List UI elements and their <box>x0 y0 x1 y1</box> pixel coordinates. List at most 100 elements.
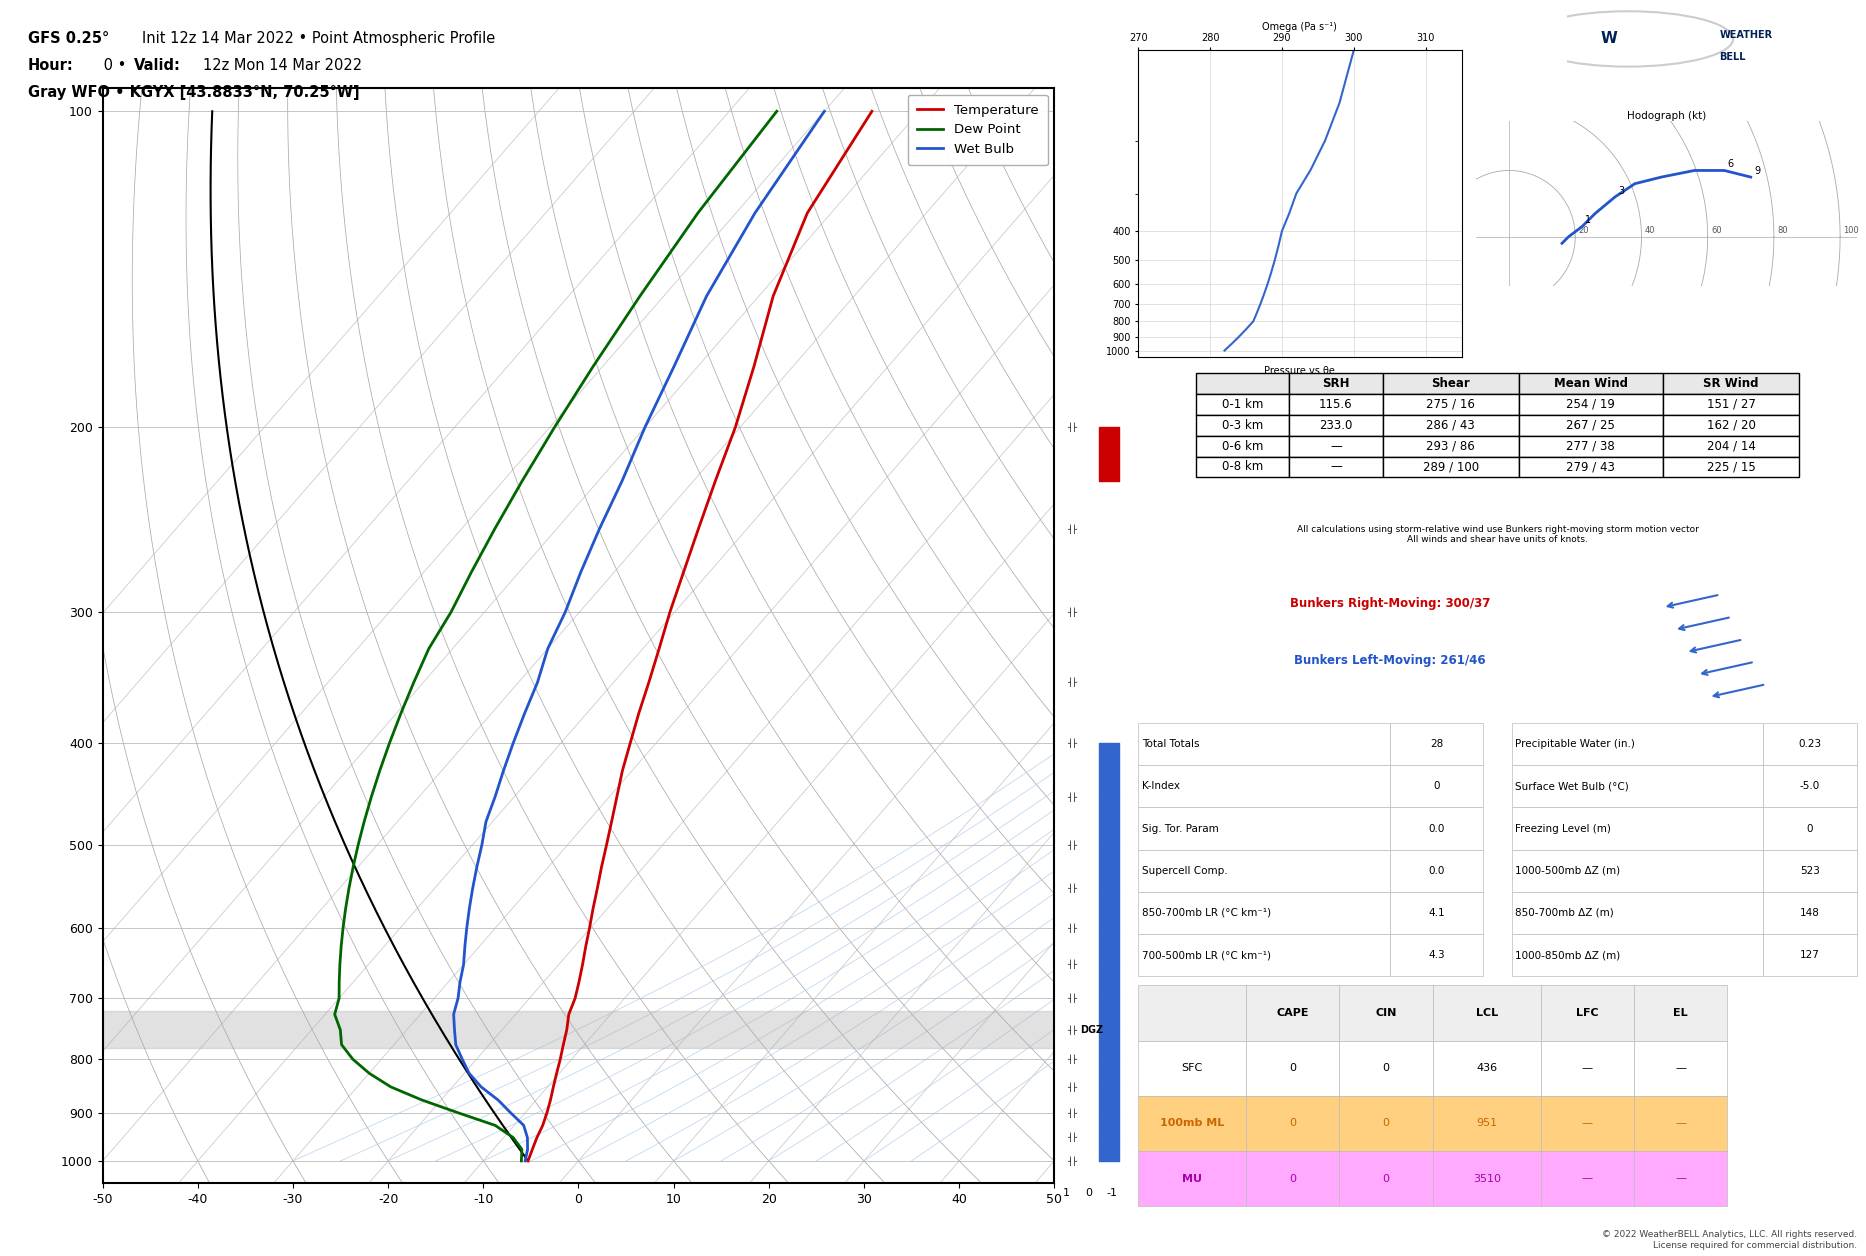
Wet Bulb <box>493 764 515 779</box>
Text: 1: 1 <box>1064 1188 1071 1198</box>
Wet Bulb <box>610 474 633 489</box>
Bar <box>1138 765 1390 808</box>
Bar <box>1635 1040 1728 1095</box>
Bar <box>1246 986 1340 1040</box>
Bar <box>1635 1150 1728 1206</box>
Text: Valid:: Valid: <box>134 58 181 73</box>
Dew Point <box>379 736 401 751</box>
Bar <box>1390 765 1483 808</box>
Text: MU: MU <box>1183 1173 1202 1183</box>
Dew Point <box>448 1105 470 1120</box>
Bar <box>1433 1095 1541 1150</box>
Dew Point <box>368 764 390 779</box>
Bar <box>1138 1150 1246 1206</box>
Text: SFC: SFC <box>1181 1063 1204 1073</box>
Bar <box>1511 808 1763 849</box>
Wet Bulb <box>517 1142 539 1157</box>
Wet Bulb <box>444 1037 466 1053</box>
Bar <box>103 1011 1054 1048</box>
Line: Dew Point: Dew Point <box>334 112 776 1161</box>
Text: 3510: 3510 <box>1472 1173 1500 1183</box>
Bar <box>1433 1040 1541 1095</box>
Temperature <box>672 565 694 580</box>
Wet Bulb <box>500 1105 522 1120</box>
Text: 0: 0 <box>1289 1063 1297 1073</box>
Text: —: — <box>1676 1118 1687 1128</box>
Bar <box>1433 986 1541 1040</box>
Temperature <box>627 706 649 721</box>
Temperature <box>521 1142 543 1157</box>
Temperature <box>860 104 883 119</box>
Text: ┤├: ┤├ <box>1067 1108 1077 1118</box>
Text: ┤├: ┤├ <box>1067 524 1077 534</box>
Bar <box>1635 986 1728 1040</box>
Dew Point <box>328 991 351 1006</box>
Text: —: — <box>1582 1173 1594 1183</box>
Text: 100mb ML: 100mb ML <box>1161 1118 1224 1128</box>
Dew Point <box>330 1037 353 1053</box>
Temperature <box>526 1130 549 1145</box>
Dew Point <box>511 474 534 489</box>
Temperature <box>571 957 593 972</box>
Bar <box>1138 934 1390 976</box>
Text: 80: 80 <box>1776 226 1788 235</box>
Text: 0.23: 0.23 <box>1799 740 1821 750</box>
Dew Point <box>328 1022 351 1037</box>
Text: 951: 951 <box>1476 1118 1497 1128</box>
Temperature <box>539 1093 562 1108</box>
Wet Bulb <box>696 289 718 304</box>
Wet Bulb <box>470 1079 493 1094</box>
Text: 0: 0 <box>1383 1173 1390 1183</box>
Bar <box>1246 1150 1340 1206</box>
Bar <box>1340 1150 1433 1206</box>
Text: 0: 0 <box>1086 1188 1093 1198</box>
Wet Bulb <box>634 420 657 435</box>
Wet Bulb <box>745 206 767 221</box>
Text: 12z Mon 14 Mar 2022: 12z Mon 14 Mar 2022 <box>203 58 362 73</box>
Bar <box>1511 934 1763 976</box>
Temperature <box>724 420 746 435</box>
Dew Point <box>330 939 353 955</box>
Text: —: — <box>1676 1063 1687 1073</box>
Text: 60: 60 <box>1711 226 1722 235</box>
Dew Point <box>328 975 351 990</box>
Temperature <box>578 921 601 936</box>
Wet Bulb <box>444 1022 466 1037</box>
Bar <box>1763 765 1857 808</box>
Temperature <box>558 1007 580 1022</box>
Text: 0: 0 <box>1383 1063 1390 1073</box>
Bar <box>1138 723 1390 765</box>
Text: ┤├: ┤├ <box>1067 422 1077 432</box>
Bar <box>1340 1040 1433 1095</box>
Text: Pressure vs θe: Pressure vs θe <box>1265 365 1336 376</box>
Dew Point <box>509 1153 532 1168</box>
Temperature <box>687 521 709 536</box>
Text: 0.0: 0.0 <box>1427 824 1444 834</box>
Temperature <box>582 901 605 916</box>
Temperature <box>590 859 612 874</box>
Text: Hour:: Hour: <box>28 58 75 73</box>
Bar <box>1340 1095 1433 1150</box>
Text: ┤├: ┤├ <box>1067 1025 1077 1035</box>
Dew Point <box>543 420 565 435</box>
Text: 28: 28 <box>1429 740 1442 750</box>
Wet Bulb <box>474 814 496 829</box>
Text: Supercell Comp.: Supercell Comp. <box>1142 865 1228 875</box>
Temperature <box>761 289 784 304</box>
Wet Bulb <box>537 641 560 656</box>
Bar <box>1390 934 1483 976</box>
Bar <box>1511 849 1763 892</box>
Bar <box>1763 892 1857 934</box>
Bar <box>1390 892 1483 934</box>
Wet Bulb <box>461 880 483 896</box>
Title: Hodograph (kt): Hodograph (kt) <box>1627 111 1706 121</box>
Text: 148: 148 <box>1801 908 1819 918</box>
Text: ┤├: ┤├ <box>1067 993 1077 1004</box>
Text: 0 •: 0 • <box>99 58 131 73</box>
Bar <box>1138 892 1390 934</box>
Temperature <box>536 1105 558 1120</box>
Bar <box>1541 986 1635 1040</box>
Temperature <box>620 736 642 751</box>
Text: —: — <box>1582 1063 1594 1073</box>
Temperature <box>797 206 819 221</box>
